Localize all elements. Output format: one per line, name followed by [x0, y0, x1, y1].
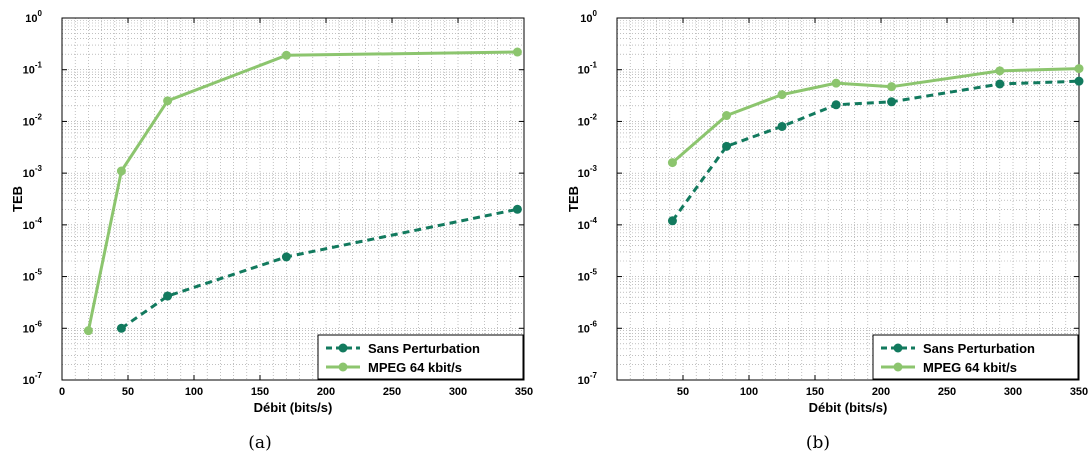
x-tick-label: 300	[449, 386, 467, 398]
legend-swatch-marker	[338, 362, 348, 372]
y-tick-label: 10-2	[23, 112, 43, 128]
data-point-mpeg	[281, 50, 291, 60]
y-axis-label-a: TEB	[10, 186, 25, 212]
y-tick-label: 100	[580, 9, 597, 25]
x-tick-label: 150	[806, 386, 824, 398]
y-tick-label: 10-1	[578, 61, 598, 77]
legend-swatch-marker	[338, 343, 348, 353]
data-point-mpeg	[163, 96, 173, 106]
data-point-mpeg	[887, 82, 897, 92]
axes-frame	[616, 17, 1080, 381]
x-tick-label: 200	[317, 386, 335, 398]
caption-b: (b)	[806, 433, 830, 453]
x-axis-label-b: Débit (bits/s)	[809, 400, 888, 415]
legend-a: Sans Perturbation MPEG 64 kbit/s	[317, 334, 524, 380]
data-point-sans-perturbation	[281, 252, 291, 262]
legend-swatch-marker	[893, 343, 903, 353]
data-point-mpeg	[116, 166, 126, 176]
x-tick-label: 200	[872, 386, 890, 398]
x-tick-label: 50	[677, 386, 689, 398]
legend-swatch-marker	[893, 362, 903, 372]
x-tick-label: 350	[515, 386, 533, 398]
data-point-sans-perturbation	[831, 100, 841, 110]
x-tick-label: 50	[122, 386, 134, 398]
x-tick-label: 250	[383, 386, 401, 398]
data-point-sans-perturbation	[667, 216, 677, 226]
y-tick-label: 10-3	[23, 164, 43, 180]
x-tick-label: 300	[1004, 386, 1022, 398]
legend-label: Sans Perturbation	[923, 341, 1035, 356]
grid-a	[62, 18, 524, 380]
y-tick-label: 10-3	[578, 164, 598, 180]
legend-label: MPEG 64 kbit/s	[923, 360, 1017, 375]
data-point-mpeg	[831, 78, 841, 88]
plot-area-b	[617, 18, 1079, 380]
y-tick-label: 10-5	[578, 268, 598, 284]
y-tick-label: 10-6	[23, 319, 43, 335]
data-point-mpeg	[667, 158, 677, 168]
x-tick-label: 0	[59, 386, 65, 398]
data-point-mpeg	[512, 47, 522, 57]
legend-box	[872, 334, 1079, 380]
ticks-a: 0 50 100 150 200 250 300 350 10-7 10-6 10-5 10-4 10-…	[23, 9, 534, 398]
data-point-mpeg	[83, 326, 93, 336]
caption-a: (a)	[248, 433, 271, 453]
x-tick-label: 250	[938, 386, 956, 398]
x-tick-label: 350	[1070, 386, 1088, 398]
x-tick-label: 100	[185, 386, 203, 398]
data-point-mpeg	[722, 111, 732, 121]
legend-label: Sans Perturbation	[368, 341, 480, 356]
series-a	[83, 47, 522, 336]
series-b	[667, 64, 1084, 226]
y-tick-label: 10-4	[578, 216, 598, 232]
data-point-sans-perturbation	[777, 121, 787, 131]
y-tick-label: 10-7	[578, 371, 598, 387]
y-tick-label: 10-7	[23, 371, 43, 387]
legend-b: Sans Perturbation MPEG 64 kbit/s	[872, 334, 1079, 380]
chart-panel-a: 0 50 100 150 200 250 300 350 10-7 10-6 10-5 10-4 10-…	[10, 9, 533, 453]
x-tick-label: 150	[251, 386, 269, 398]
y-tick-label: 10-1	[23, 61, 43, 77]
x-tick-label: 100	[740, 386, 758, 398]
ticks-b: 50 100 150 200 250 300 350 10-7 10-6 10-5 10-4 10-3…	[578, 9, 1089, 398]
y-axis-label-b: TEB	[566, 186, 581, 212]
data-point-sans-perturbation	[116, 323, 126, 333]
legend-box	[317, 334, 524, 380]
data-point-sans-perturbation	[163, 291, 173, 301]
axes-frame	[61, 17, 525, 381]
data-point-sans-perturbation	[995, 79, 1005, 89]
plot-area-a	[62, 18, 524, 380]
y-tick-label: 10-2	[578, 112, 598, 128]
y-tick-label: 10-5	[23, 268, 43, 284]
y-tick-label: 10-4	[23, 216, 43, 232]
axes-a	[61, 17, 525, 381]
data-point-sans-perturbation	[722, 141, 732, 151]
data-point-sans-perturbation	[512, 204, 522, 214]
data-point-sans-perturbation	[887, 97, 897, 107]
data-point-sans-perturbation	[1074, 76, 1084, 86]
y-tick-label: 100	[25, 9, 42, 25]
y-tick-label: 10-6	[578, 319, 598, 335]
axes-b	[616, 17, 1080, 381]
chart-panel-b: 50 100 150 200 250 300 350 10-7 10-6 10-5 10-4 10-3…	[566, 9, 1088, 453]
data-point-mpeg	[1074, 64, 1084, 74]
series-line-sans-perturbation	[120, 207, 518, 330]
legend-label: MPEG 64 kbit/s	[368, 360, 462, 375]
x-axis-label-a: Débit (bits/s)	[254, 400, 333, 415]
data-point-mpeg	[777, 90, 787, 100]
data-point-mpeg	[995, 66, 1005, 76]
